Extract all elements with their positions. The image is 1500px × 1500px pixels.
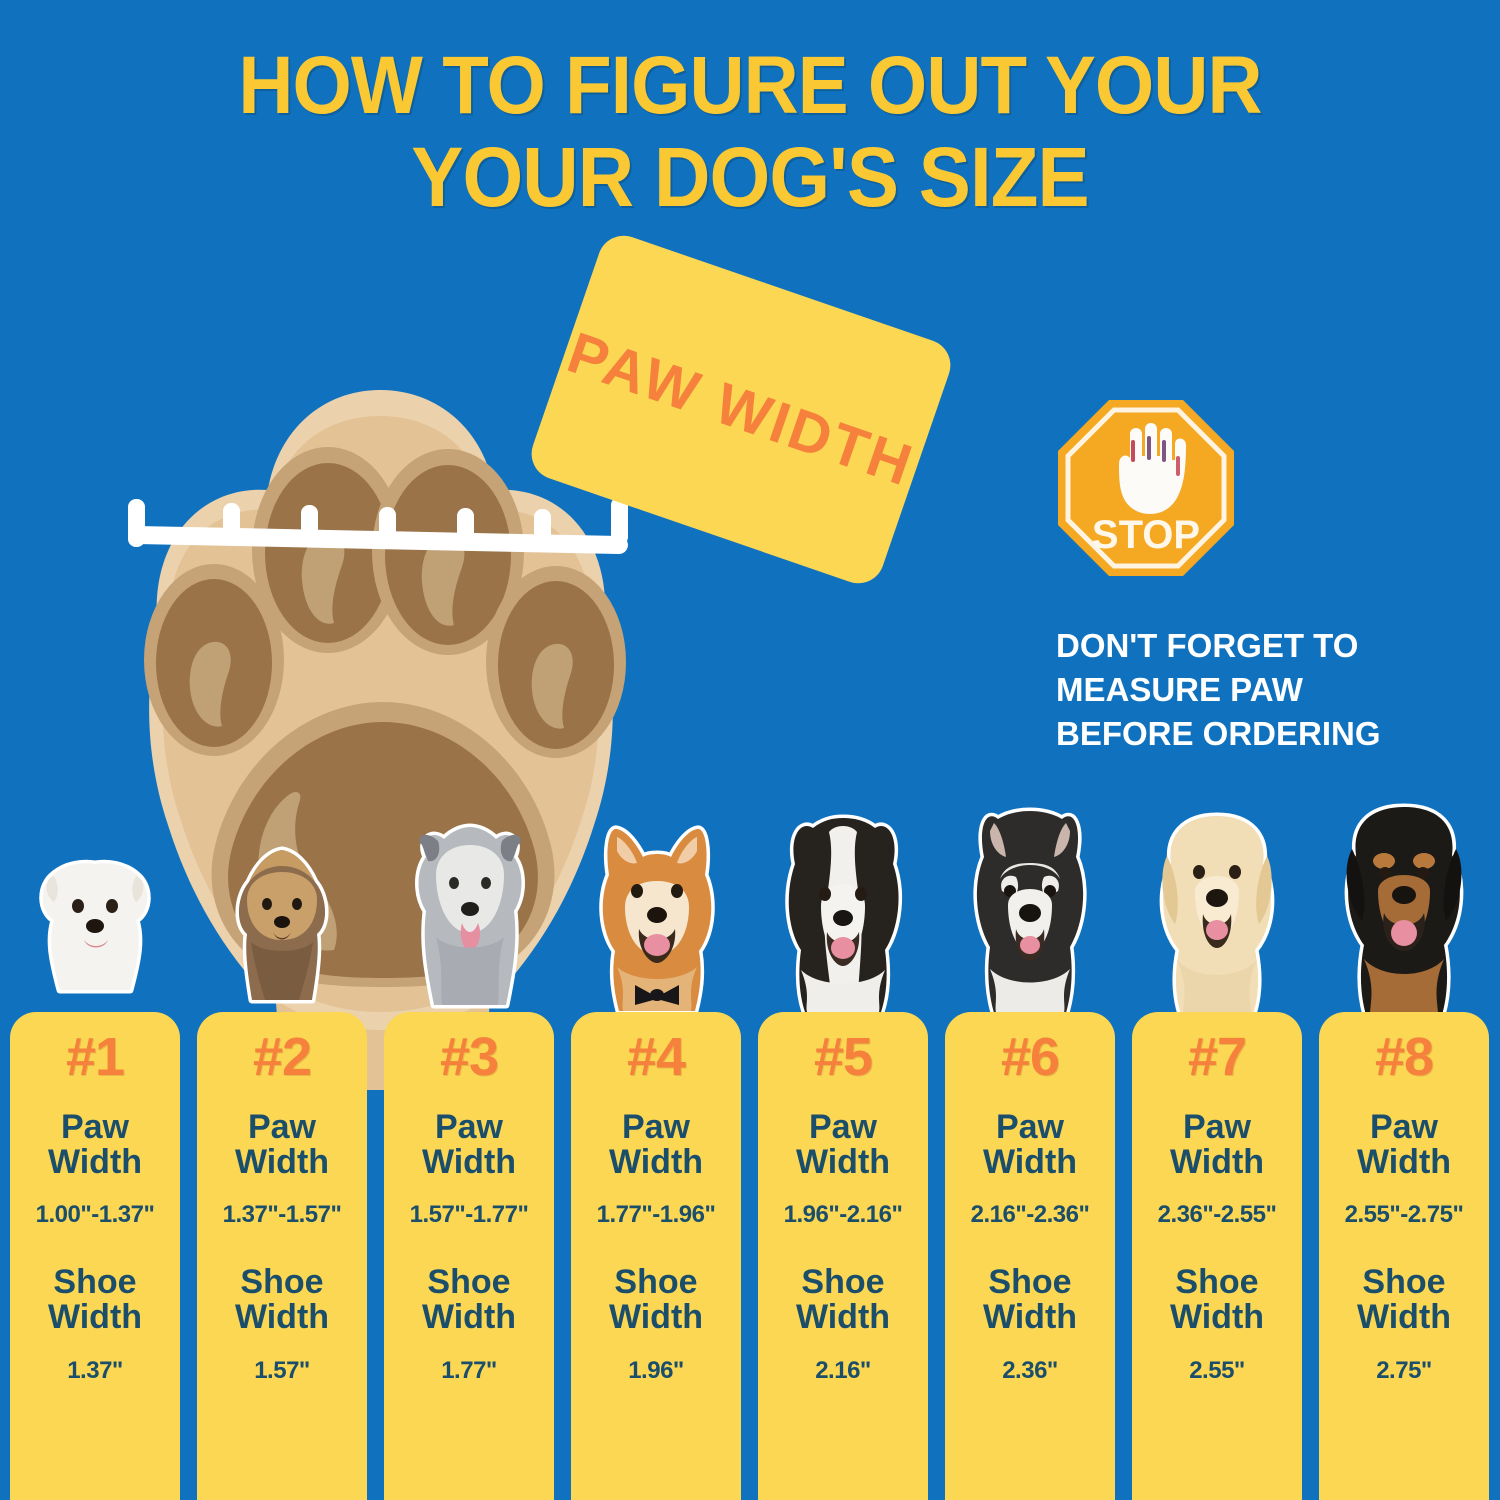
measure-warning-block: STOP DON'T FORGET TO MEASURE PAW BEFORE …: [1056, 398, 1436, 757]
paw-width-value: 2.55"-2.75": [1344, 1201, 1464, 1229]
page-title: HOW TO FIGURE OUT YOUR YOUR DOG'S SIZE: [0, 40, 1500, 225]
shoe-width-label: Shoe Width: [1356, 1263, 1452, 1337]
size-card-rank: #6: [1000, 1027, 1060, 1087]
dog-photo-husky: [945, 790, 1115, 1030]
dog-photo-row: [10, 790, 1490, 1030]
paw-width-label: Paw Width: [421, 1108, 517, 1181]
shoe-width-label: Shoe Width: [47, 1263, 143, 1337]
title-line-2: YOUR DOG'S SIZE: [411, 130, 1089, 225]
measuring-ruler-icon: [128, 495, 628, 565]
size-card-rank: #5: [813, 1027, 873, 1087]
stop-sign-icon: STOP: [1058, 400, 1234, 576]
size-cards-row: #1 Paw Width 1.00"-1.37" Shoe Width 1.37…: [10, 1012, 1490, 1500]
size-card-rank: #7: [1187, 1027, 1247, 1087]
title-line-1: HOW TO FIGURE OUT YOUR: [238, 40, 1262, 131]
dog-photo-bichon-frise: [10, 790, 180, 1030]
dog-photo-rottweiler: [1319, 790, 1489, 1030]
stop-sign-text: STOP: [1092, 513, 1200, 557]
size-card-4[interactable]: #4 Paw Width 1.77"-1.96" Shoe Width 1.96…: [571, 1012, 741, 1500]
paw-width-label: Paw Width: [982, 1108, 1078, 1181]
paw-width-label: Paw Width: [234, 1108, 330, 1181]
shoe-width-value: 1.37": [67, 1356, 123, 1384]
paw-width-value: 1.57"-1.77": [409, 1201, 529, 1229]
paw-width-label: Paw Width: [47, 1108, 143, 1181]
dog-photo-golden-retriever: [1132, 790, 1302, 1030]
paw-width-label: Paw Width: [1169, 1108, 1265, 1181]
paw-width-value: 2.36"-2.55": [1157, 1201, 1277, 1229]
size-card-8[interactable]: #8 Paw Width 2.55"-2.75" Shoe Width 2.75…: [1319, 1012, 1489, 1500]
shoe-width-value: 1.57": [254, 1356, 310, 1384]
size-card-6[interactable]: #6 Paw Width 2.16"-2.36" Shoe Width 2.36…: [945, 1012, 1115, 1500]
size-card-1[interactable]: #1 Paw Width 1.00"-1.37" Shoe Width 1.37…: [10, 1012, 180, 1500]
size-card-rank: #1: [65, 1027, 125, 1087]
size-card-3[interactable]: #3 Paw Width 1.57"-1.77" Shoe Width 1.77…: [384, 1012, 554, 1500]
size-card-7[interactable]: #7 Paw Width 2.36"-2.55" Shoe Width 2.55…: [1132, 1012, 1302, 1500]
shoe-width-value: 2.36": [1002, 1356, 1058, 1384]
paw-width-value: 1.96"-2.16": [783, 1201, 903, 1229]
shoe-width-value: 2.55": [1189, 1356, 1245, 1384]
size-card-5[interactable]: #5 Paw Width 1.96"-2.16" Shoe Width 2.16…: [758, 1012, 928, 1500]
shoe-width-label: Shoe Width: [1169, 1263, 1265, 1337]
size-card-2[interactable]: #2 Paw Width 1.37"-1.57" Shoe Width 1.57…: [197, 1012, 367, 1500]
warning-line-2: MEASURE PAW: [1056, 671, 1303, 709]
size-card-rank: #8: [1374, 1027, 1434, 1087]
dog-photo-border-collie: [758, 790, 928, 1030]
paw-width-value: 1.00"-1.37": [35, 1201, 155, 1229]
size-card-rank: #4: [626, 1027, 686, 1087]
shoe-width-label: Shoe Width: [982, 1263, 1078, 1337]
shoe-width-value: 2.16": [815, 1356, 871, 1384]
raised-hand-icon: [1119, 423, 1186, 514]
warning-line-3: BEFORE ORDERING: [1056, 715, 1381, 753]
dog-photo-shiba-inu: [571, 790, 741, 1030]
paw-width-value: 1.77"-1.96": [596, 1201, 716, 1229]
measure-warning-note: DON'T FORGET TO MEASURE PAW BEFORE ORDER…: [1056, 624, 1436, 757]
shoe-width-value: 1.77": [441, 1356, 497, 1384]
size-card-rank: #2: [252, 1027, 312, 1087]
paw-width-label: Paw Width: [1356, 1108, 1452, 1181]
shoe-width-value: 2.75": [1376, 1356, 1432, 1384]
dog-photo-gray-terrier: [384, 790, 554, 1030]
size-card-rank: #3: [439, 1027, 499, 1087]
shoe-width-label: Shoe Width: [795, 1263, 891, 1337]
shoe-width-label: Shoe Width: [608, 1263, 704, 1337]
paw-width-value: 2.16"-2.36": [970, 1201, 1090, 1229]
paw-width-value: 1.37"-1.57": [222, 1201, 342, 1229]
paw-width-label: Paw Width: [608, 1108, 704, 1181]
dog-photo-yorkshire-terrier: [197, 790, 367, 1030]
paw-width-label: Paw Width: [795, 1108, 891, 1181]
warning-line-1: DON'T FORGET TO: [1056, 627, 1359, 664]
shoe-width-label: Shoe Width: [234, 1263, 330, 1337]
shoe-width-label: Shoe Width: [421, 1263, 517, 1337]
shoe-width-value: 1.96": [628, 1356, 684, 1384]
